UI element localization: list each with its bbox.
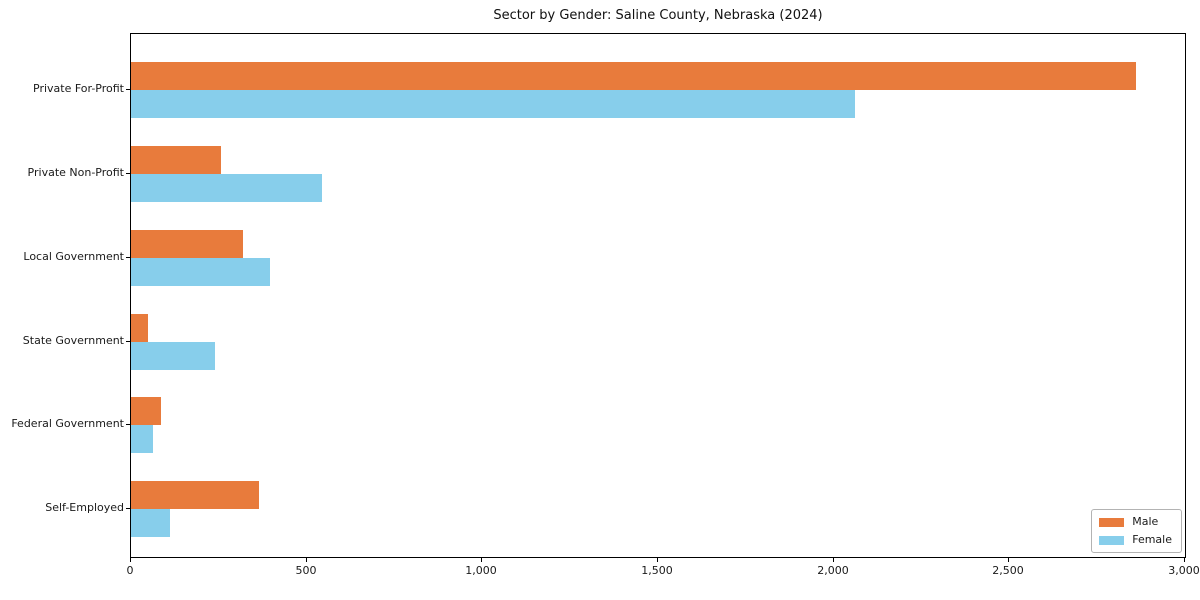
- ytick-mark: [126, 256, 130, 258]
- bar-male-self-employed: [131, 481, 259, 510]
- xtick-mark: [1008, 558, 1009, 562]
- bar-male-local-government: [131, 229, 243, 258]
- bar-male-state-government: [131, 313, 148, 342]
- xtick-label-2500: 2,500: [992, 564, 1024, 577]
- xtick-mark: [130, 558, 131, 562]
- bar-female-state-government: [131, 341, 215, 370]
- bar-male-private-for-profit: [131, 62, 1136, 90]
- bar-female-federal-government: [131, 425, 153, 454]
- bar-female-self-employed: [131, 509, 170, 538]
- xtick-label-1000: 1,000: [465, 564, 497, 577]
- legend-entry-male: Male: [1099, 516, 1172, 528]
- ytick-label-local-government: Local Government: [23, 249, 124, 263]
- xtick-label-1500: 1,500: [641, 564, 673, 577]
- xtick-label-500: 500: [295, 564, 317, 577]
- ytick-label-state-government: State Government: [22, 333, 124, 347]
- legend-entry-female: Female: [1099, 534, 1172, 546]
- xtick-mark: [481, 558, 482, 562]
- ytick-mark: [126, 508, 130, 510]
- legend-swatch-male: [1099, 517, 1125, 527]
- ytick-mark: [126, 89, 130, 90]
- bar-male-federal-government: [131, 397, 161, 426]
- xtick-mark: [1184, 558, 1185, 562]
- plot-area: Male Female: [130, 33, 1186, 558]
- ytick-mark: [126, 172, 130, 174]
- legend: Male Female: [1091, 509, 1182, 553]
- ytick-mark: [126, 424, 130, 426]
- xtick-label-0: 0: [126, 564, 134, 577]
- ytick-label-federal-government: Federal Government: [11, 417, 124, 431]
- xtick-label-3000: 3,000: [1168, 564, 1200, 577]
- bar-female-private-non-profit: [131, 173, 322, 202]
- bar-male-private-non-profit: [131, 145, 221, 174]
- ytick-label-self-employed: Self-Employed: [45, 501, 124, 515]
- xtick-mark: [306, 558, 307, 562]
- bar-female-local-government: [131, 257, 270, 286]
- xtick-label-2000: 2,000: [817, 564, 849, 577]
- ytick-label-private-non-profit: Private Non-Profit: [27, 165, 124, 179]
- bar-female-private-for-profit: [131, 90, 855, 118]
- legend-label-male: Male: [1132, 515, 1159, 528]
- ytick-mark: [126, 340, 130, 342]
- legend-label-female: Female: [1132, 533, 1172, 546]
- ytick-label-private-for-profit: Private For-Profit: [33, 82, 124, 95]
- xtick-mark: [833, 558, 834, 562]
- legend-swatch-female: [1099, 535, 1125, 545]
- chart-title: Sector by Gender: Saline County, Nebrask…: [493, 8, 823, 23]
- xtick-mark: [657, 558, 658, 562]
